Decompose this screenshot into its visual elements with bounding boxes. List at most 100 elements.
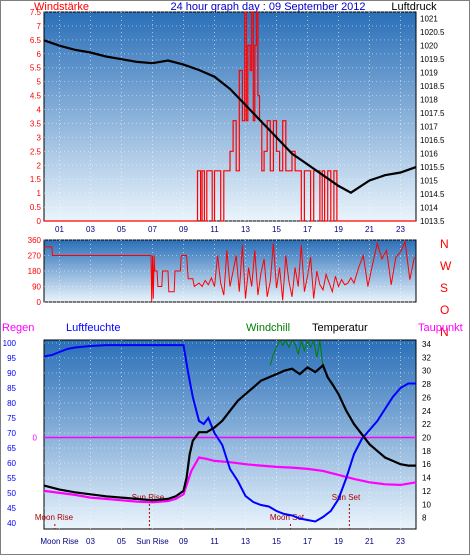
pressure-tick-label: 1018 (420, 96, 438, 105)
humidity-ticks: 40 45 50 55 60 65 70 75 80 85 90 95 100 0 (3, 339, 38, 528)
hour-tick-label: 19 (334, 225, 343, 234)
hour-tick-label: 03 (86, 537, 95, 546)
temperature-tick-label: 18 (422, 447, 431, 456)
hour-ticks-top: 01 03 05 07 09 11 13 15 17 19 21 23 (55, 225, 405, 234)
humidity-tick-label: 40 (7, 519, 16, 528)
temperature-tick-label: 28 (422, 380, 431, 389)
wind-pressure-chart: 00.511.522.533.544.555.566.577.5 1013.51… (30, 8, 445, 234)
hour-tick-label: 17 (303, 537, 312, 546)
humidity-tick-label: 85 (7, 384, 16, 393)
pressure-tick-label: 1017 (420, 123, 438, 132)
wind-speed-tick-label: 5.5 (30, 64, 42, 73)
wind-speed-series (44, 11, 416, 222)
wind-speed-ticks: 0 0.5 1 1.5 2 2.5 3 3.5 4 4.5 5 5.5 6 6.5 7 7.5 (30, 8, 42, 226)
wind-speed-tick-label: 1.5 (30, 175, 42, 184)
compass-label: O (440, 303, 449, 317)
wind-pressure-plot-area (43, 11, 417, 222)
temperature-plot-area (43, 339, 417, 530)
hour-tick-label: Sun Rise (136, 537, 169, 546)
wind-speed-tick-label: 3 (37, 133, 42, 142)
wind-direction-tick-label: 90 (32, 283, 41, 292)
annotation-label: Sun Rise (132, 493, 165, 502)
hour-tick-label: 23 (396, 225, 405, 234)
temperature-tick-label: 30 (422, 367, 431, 376)
temperature-series (43, 363, 416, 502)
pressure-tick-label: 1015 (420, 177, 438, 186)
temperature-humidity-chart: 40 45 50 55 60 65 70 75 80 85 90 95 100 0 8 10 12 14 16 18… (3, 338, 431, 546)
wind-direction-tick-label: 0 (37, 298, 42, 307)
wind-speed-tick-label: 7 (37, 22, 42, 31)
wind-speed-tick-label: 4 (37, 106, 42, 115)
pressure-series (43, 39, 417, 194)
hour-tick-label: 09 (179, 225, 188, 234)
hour-tick-label: 13 (241, 537, 250, 546)
wind-speed-tick-label: 5 (37, 78, 42, 87)
temperature-tick-label: 16 (422, 460, 431, 469)
temperature-tick-label: 24 (422, 407, 431, 416)
humidity-tick-label: 75 (7, 414, 16, 423)
hour-tick-label: 11 (210, 537, 219, 546)
wind-direction-tick-label: 360 (28, 236, 42, 245)
hour-tick-label: Moon Rise (40, 537, 79, 546)
pressure-tick-label: 1019 (420, 69, 438, 78)
hour-tick-label: 07 (148, 225, 157, 234)
wind-speed-tick-label: 6 (37, 50, 42, 59)
graph-title: 24 hour graph day : 09 September 2012 (170, 1, 365, 13)
pressure-tick-label: 1015.5 (420, 163, 445, 172)
pressure-tick-label: 1020 (420, 42, 438, 51)
hour-tick-label: 21 (365, 225, 374, 234)
humidity-tick-label: 55 (7, 474, 16, 483)
windchill-axis-label: Windchill (246, 322, 290, 334)
hour-tick-label: 23 (396, 537, 405, 546)
wind-direction-series (44, 239, 415, 303)
hour-tick-label: 05 (117, 537, 126, 546)
hour-tick-label: 19 (334, 537, 343, 546)
annotation-label: Sun Set (332, 493, 361, 502)
pressure-axis-label: Luftdruck (391, 1, 437, 13)
hour-tick-label: 03 (86, 225, 95, 234)
pressure-tick-label: 1018.5 (420, 82, 445, 91)
temperature-tick-label: 20 (422, 434, 431, 443)
hour-tick-label: 11 (210, 225, 219, 234)
humidity-tick-label: 100 (3, 339, 17, 348)
humidity-tick-label: 65 (7, 444, 16, 453)
wind-direction-ticks: 0 90 180 270 360 (28, 236, 42, 307)
temperature-tick-label: 34 (422, 340, 431, 349)
pressure-tick-label: 1016 (420, 150, 438, 159)
pressure-ticks: 1013.5 1014 1014.5 1015 1015.5 1016 1016.5 1017… (420, 15, 445, 226)
pressure-tick-label: 1014.5 (420, 190, 445, 199)
temperature-axis-label: Temperatur (312, 322, 368, 334)
pressure-tick-label: 1013.5 (420, 217, 445, 226)
hour-tick-label: 09 (179, 537, 188, 546)
hour-tick-label: 21 (365, 537, 374, 546)
pressure-tick-label: 1017.5 (420, 109, 445, 118)
humidity-tick-label: 90 (7, 369, 16, 378)
sun-moon-annotations: Moon Rise Sun Rise Moon Set Sun Set (35, 493, 361, 529)
wind-speed-tick-label: 7.5 (30, 8, 42, 17)
wind-speed-tick-label: 0.5 (30, 203, 42, 212)
pressure-tick-label: 1021 (420, 15, 438, 24)
hour-tick-label: 15 (272, 225, 281, 234)
wind-speed-tick-label: 2.5 (30, 147, 42, 156)
rain-tick-label: 0 (33, 434, 38, 443)
annotation-label: Moon Set (270, 513, 305, 522)
humidity-tick-label: 45 (7, 504, 16, 513)
pressure-tick-label: 1020.5 (420, 28, 445, 37)
humidity-tick-label: 95 (7, 354, 16, 363)
compass-label: N (440, 325, 449, 339)
hour-tick-label: 05 (117, 225, 126, 234)
temperature-tick-label: 22 (422, 420, 431, 429)
hour-tick-label: 17 (303, 225, 312, 234)
temperature-tick-label: 32 (422, 353, 431, 362)
wind-pressure-grid (44, 11, 416, 222)
rain-axis-label: Regen (2, 322, 34, 334)
windchill-series (269, 338, 324, 368)
wind-axis-label: Windstärke (34, 1, 89, 13)
hour-ticks-bottom: Moon Rise 03 05 Sun Rise 09 11 13 15 17 19 21 23 (40, 537, 405, 546)
temperature-tick-label: 12 (422, 487, 431, 496)
wind-speed-tick-label: 2 (37, 161, 42, 170)
humidity-tick-label: 70 (7, 429, 16, 438)
annotation-label: Moon Rise (35, 513, 74, 522)
hour-tick-label: 13 (241, 225, 250, 234)
